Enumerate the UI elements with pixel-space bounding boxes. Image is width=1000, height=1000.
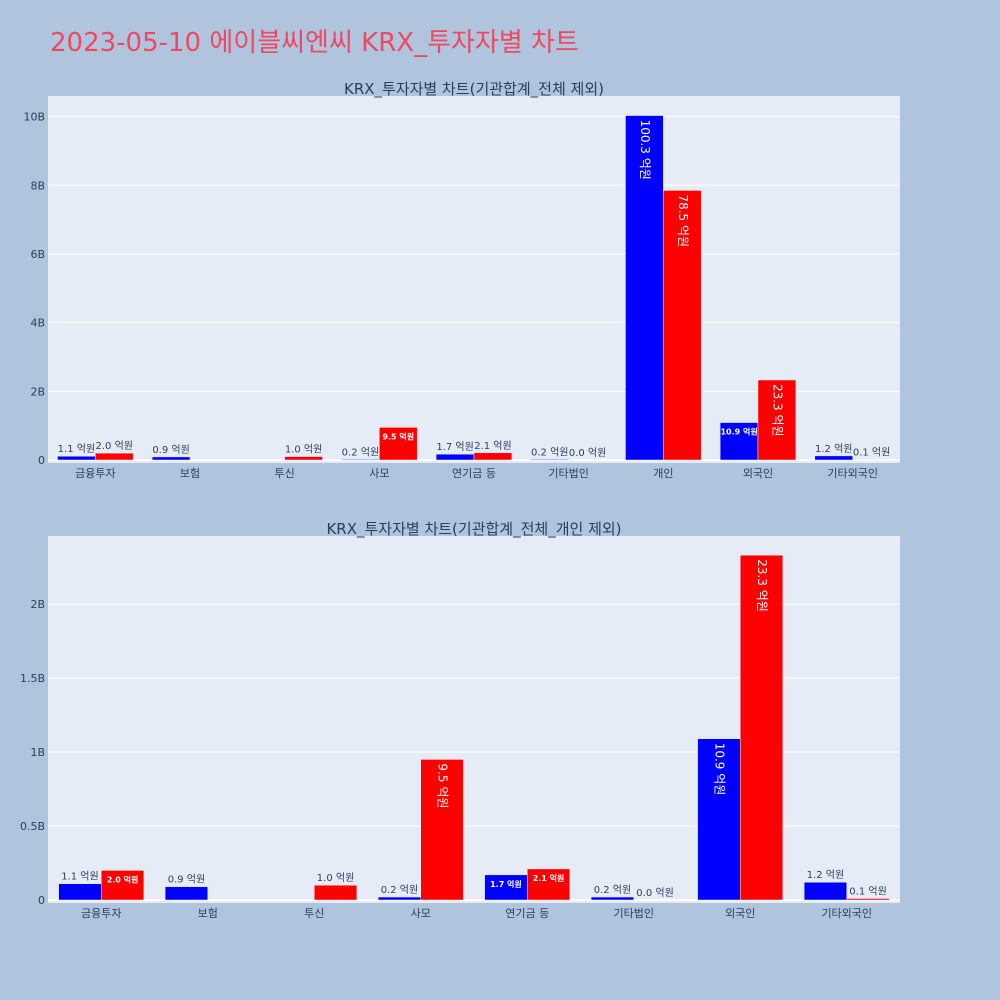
bar-blue bbox=[719, 422, 759, 461]
data-label: 1.1 억원 bbox=[61, 871, 98, 883]
chart-panel-2: 0 0.5B 1B 1.5B 2B KRX_투자자별 차트(기관합계_전체_개인 제외) 금… bbox=[20, 520, 900, 920]
bar-red bbox=[757, 379, 797, 461]
data-label: 10.9 억원 bbox=[712, 743, 726, 796]
y-tick-label: 2B bbox=[30, 598, 45, 611]
x-tick-label: 기타외국인 bbox=[827, 467, 878, 480]
bar-red bbox=[740, 554, 784, 901]
x-tick-label: 외국인 bbox=[743, 467, 773, 480]
data-label: 0.0 억원 bbox=[636, 887, 673, 899]
x-tick-label: 금융투자 bbox=[75, 467, 115, 480]
data-label: 1.1 억원 bbox=[58, 443, 95, 455]
bar-blue bbox=[530, 459, 569, 461]
bar-blue bbox=[58, 883, 102, 901]
bar-red bbox=[846, 898, 890, 901]
bar-red bbox=[314, 884, 358, 901]
data-label: 100.3 억원 bbox=[638, 120, 652, 180]
data-label: 23.3 억원 bbox=[755, 559, 769, 612]
y-tick-label: 1.5B bbox=[20, 672, 45, 685]
bar-red bbox=[101, 870, 145, 901]
bar-red bbox=[420, 759, 464, 901]
data-label: 10.9 억원 bbox=[720, 427, 757, 437]
bar-blue bbox=[341, 459, 380, 461]
x-tick-label: 외국인 bbox=[725, 907, 755, 920]
y-tick-label: 0 bbox=[38, 454, 45, 467]
bar-blue bbox=[697, 738, 741, 901]
bar-blue bbox=[57, 455, 96, 461]
y-tick-label: 8B bbox=[30, 179, 45, 192]
y-tick-label: 1B bbox=[30, 746, 45, 759]
y-tick-label: 0 bbox=[38, 894, 45, 907]
data-label: 1.0 억원 bbox=[317, 872, 354, 884]
chart-panel-1: 0 2B 4B 6B 8B 10B KRX_투자자별 차트(기관합계_전체 제외) 금융투자 1… bbox=[23, 80, 900, 480]
data-label: 2.1 억원 bbox=[474, 440, 511, 452]
x-tick-label: 투신 bbox=[304, 907, 324, 920]
bar-blue bbox=[377, 896, 421, 901]
data-label: 1.2 억원 bbox=[815, 443, 852, 455]
y-tick-label: 10B bbox=[23, 111, 45, 124]
data-label: 1.7 억원 bbox=[490, 879, 522, 889]
x-tick-label: 연기금 등 bbox=[505, 907, 549, 920]
bar-red bbox=[663, 190, 702, 461]
x-tick-label: 보험 bbox=[180, 467, 200, 480]
data-label: 0.2 억원 bbox=[381, 884, 418, 896]
data-label: 0.2 억원 bbox=[531, 446, 568, 458]
data-label: 1.0 억원 bbox=[285, 444, 322, 456]
bar-blue bbox=[625, 115, 664, 461]
page-title: 2023-05-10 에이블씨엔씨 KRX_투자자별 차트 bbox=[50, 28, 579, 58]
bar-red bbox=[527, 868, 571, 901]
y-tick-label: 6B bbox=[30, 248, 45, 261]
x-tick-label: 금융투자 bbox=[81, 907, 121, 920]
bar-blue bbox=[164, 886, 208, 901]
x-tick-label: 사모 bbox=[411, 907, 431, 920]
data-label: 0.2 억원 bbox=[594, 884, 631, 896]
data-label: 0.1 억원 bbox=[853, 447, 890, 459]
bar-blue bbox=[590, 896, 635, 901]
data-label: 1.7 억원 bbox=[436, 441, 473, 453]
bar-blue bbox=[435, 453, 475, 461]
x-tick-label: 사모 bbox=[369, 467, 389, 480]
bar-red bbox=[284, 456, 323, 461]
data-label: 9.5 억원 bbox=[382, 431, 414, 441]
data-label: 0.2 억원 bbox=[342, 446, 379, 458]
y-tick-label: 4B bbox=[30, 317, 45, 330]
x-tick-label: 연기금 등 bbox=[452, 467, 496, 480]
bar-red bbox=[379, 427, 418, 461]
bar-blue bbox=[484, 874, 528, 901]
x-tick-label: 기타외국인 bbox=[821, 907, 872, 920]
y-tick-label: 0.5B bbox=[20, 820, 45, 833]
data-label: 0.9 억원 bbox=[168, 874, 205, 886]
bar-blue bbox=[151, 456, 191, 461]
data-label: 0.9 억원 bbox=[152, 444, 189, 456]
data-label: 1.2 억원 bbox=[807, 869, 844, 881]
data-label: 2.0 억원 bbox=[107, 874, 139, 884]
data-label: 23.3 억원 bbox=[770, 384, 784, 437]
x-tick-label: 개인 bbox=[653, 467, 673, 480]
bar-red bbox=[473, 452, 513, 461]
chart-title: KRX_투자자별 차트(기관합계_전체_개인 제외) bbox=[326, 520, 621, 539]
data-label: 2.1 억원 bbox=[533, 873, 565, 883]
chart-title: KRX_투자자별 차트(기관합계_전체 제외) bbox=[344, 80, 604, 99]
bar-blue bbox=[814, 455, 853, 461]
x-tick-label: 보험 bbox=[198, 907, 218, 920]
x-tick-label: 투신 bbox=[275, 467, 295, 480]
x-tick-label: 기타법인 bbox=[614, 907, 654, 920]
y-tick-label: 2B bbox=[30, 385, 45, 398]
data-label: 78.5 억원 bbox=[676, 194, 690, 247]
data-label: 0.1 억원 bbox=[849, 886, 886, 898]
bar-blue bbox=[803, 881, 848, 901]
data-label: 0.0 억원 bbox=[569, 447, 606, 459]
data-label: 2.0 억원 bbox=[96, 440, 133, 452]
x-tick-label: 기타법인 bbox=[548, 467, 588, 480]
bar-red bbox=[95, 452, 134, 461]
data-label: 9.5 억원 bbox=[436, 763, 450, 808]
